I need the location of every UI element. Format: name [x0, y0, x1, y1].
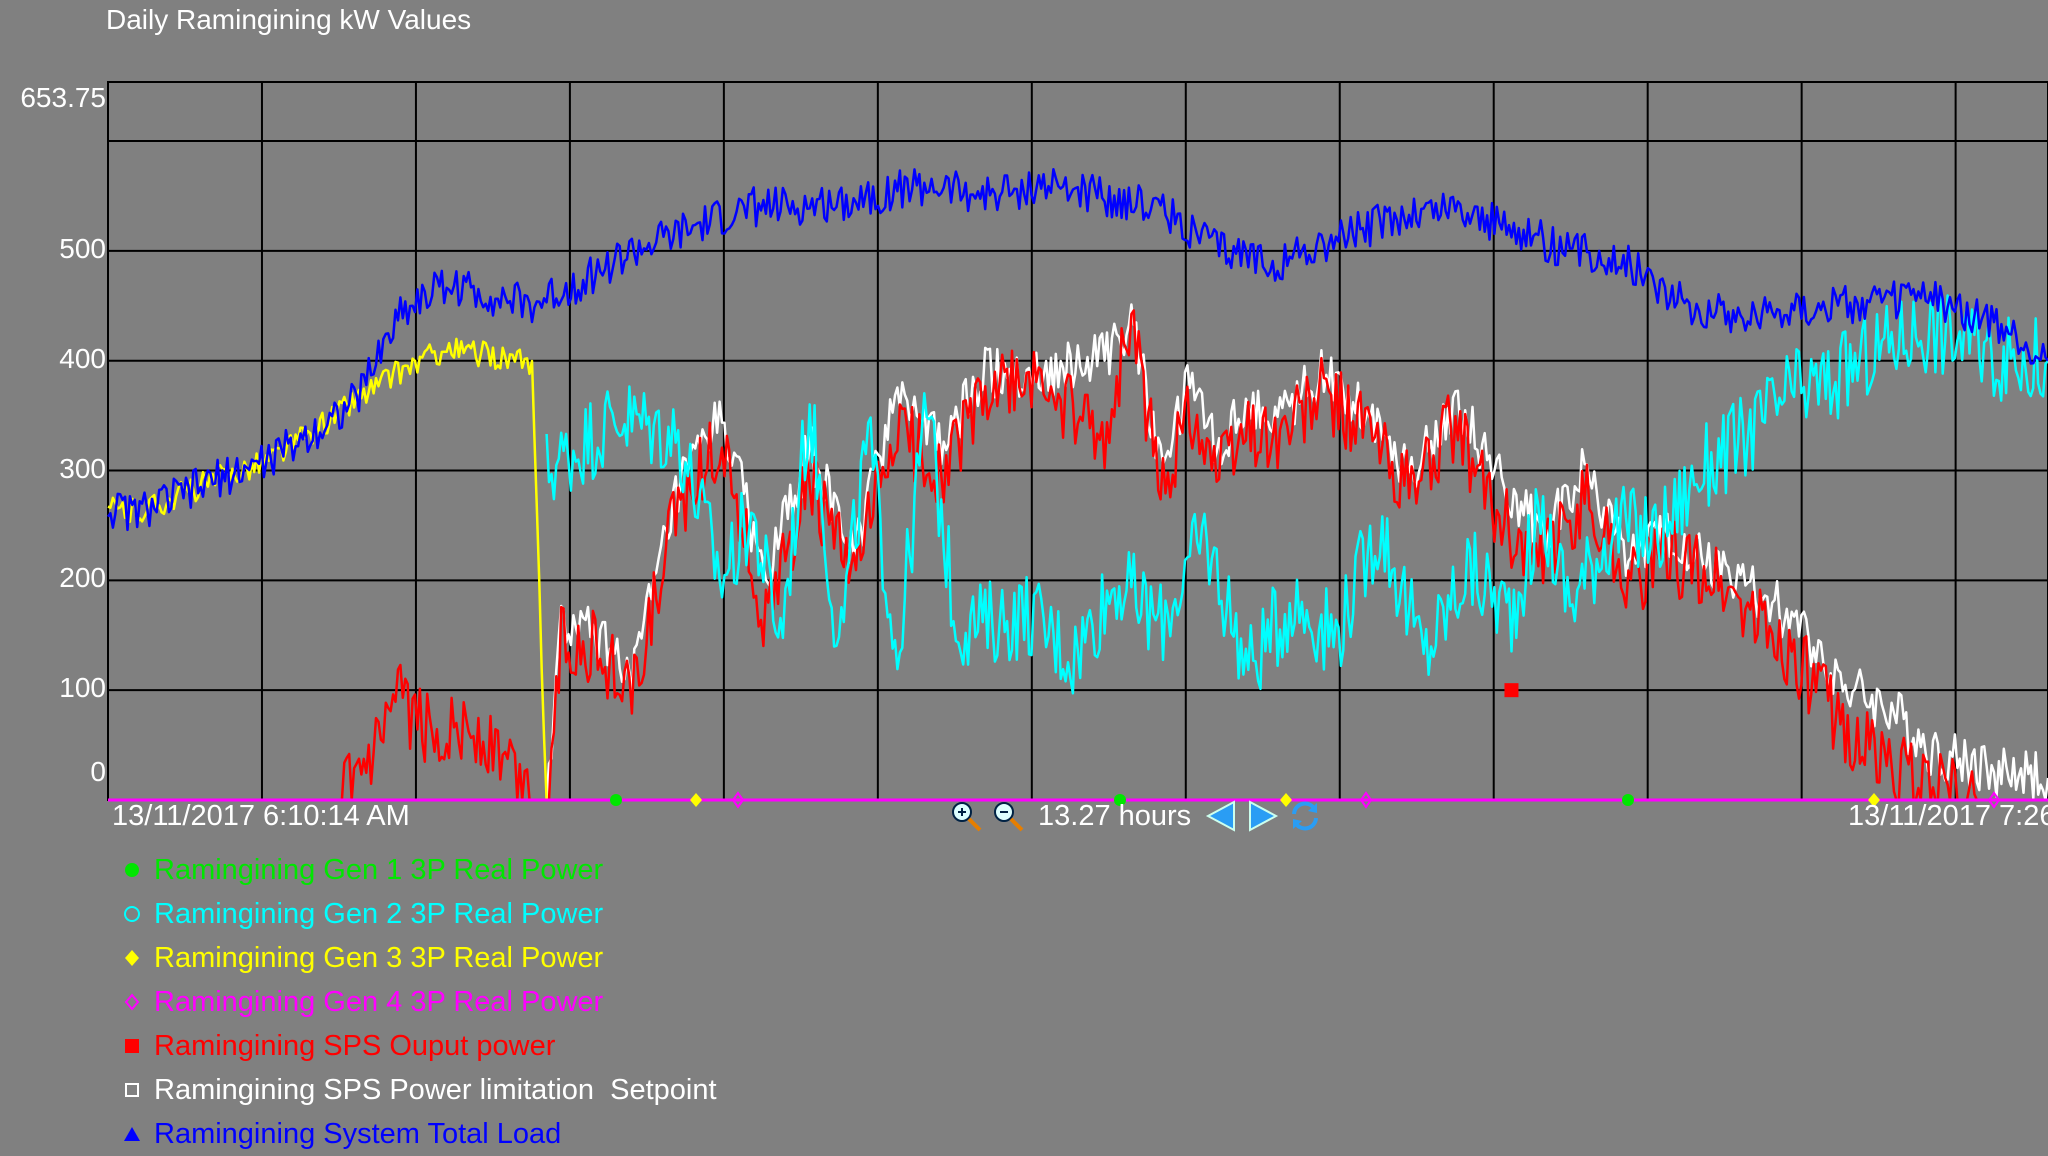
legend-label: Ramingining System Total Load	[154, 1117, 562, 1150]
x-end-label: 13/11/2017 7:26	[1848, 800, 2048, 832]
legend-item[interactable]: Ramingining SPS Power limitation Setpoin…	[118, 1068, 717, 1112]
legend-label: Ramingining SPS Power limitation Setpoin…	[154, 1073, 717, 1106]
y-tick-label: 300	[59, 452, 106, 484]
legend-item[interactable]: Ramingining Gen 3 3P Real Power	[118, 936, 717, 980]
series-layer	[106, 167, 2048, 802]
series-marker	[690, 793, 702, 807]
series-marker	[1622, 794, 1634, 806]
x-start-label: 13/11/2017 6:10:14 AM	[112, 800, 410, 832]
series-line-6	[106, 167, 2048, 532]
legend-marker-icon	[118, 988, 146, 1016]
axis-markers	[610, 683, 2001, 809]
legend: Ramingining Gen 1 3P Real Power Ramingini…	[118, 848, 717, 1156]
refresh-icon[interactable]	[1287, 798, 1323, 834]
legend-item[interactable]: Ramingining Gen 2 3P Real Power	[118, 892, 717, 936]
y-tick-label: 0	[90, 756, 106, 787]
series-marker	[1280, 793, 1292, 807]
zoom-out-icon[interactable]	[990, 798, 1026, 834]
legend-item[interactable]: Ramingining SPS Ouput power	[118, 1024, 717, 1068]
arrow-left-icon[interactable]	[1203, 798, 1239, 834]
time-span-label: 13.27 hours	[1038, 799, 1192, 832]
legend-marker-icon	[118, 1032, 146, 1060]
arrow-right-icon[interactable]	[1245, 798, 1281, 834]
legend-marker-icon	[118, 856, 146, 884]
series-line-4	[340, 309, 1980, 802]
legend-item[interactable]: Ramingining Gen 1 3P Real Power	[118, 848, 717, 892]
series-line-5	[545, 303, 2048, 802]
legend-marker-icon	[118, 1076, 146, 1104]
series-marker	[731, 791, 745, 809]
legend-item[interactable]: Ramingining System Total Load	[118, 1112, 717, 1156]
series-marker	[1987, 791, 2001, 809]
legend-label: Ramingining Gen 1 3P Real Power	[154, 853, 604, 886]
legend-label: Ramingining Gen 4 3P Real Power	[154, 985, 604, 1018]
y-tick-label: 653.75	[20, 82, 106, 113]
y-tick-label: 100	[59, 672, 106, 704]
time-navigation: 13.27 hours	[948, 796, 1323, 836]
series-marker	[1114, 794, 1126, 806]
chart-title: Daily Ramingining kW Values	[106, 4, 472, 35]
series-line-1	[545, 294, 2048, 695]
zoom-in-icon[interactable]	[948, 798, 984, 834]
y-tick-label: 400	[59, 342, 106, 374]
legend-marker-icon	[118, 900, 146, 928]
legend-label: Ramingining Gen 3 3P Real Power	[154, 941, 604, 974]
legend-marker-icon	[118, 1120, 146, 1148]
series-marker	[1504, 683, 1519, 698]
series-marker	[1359, 791, 1373, 809]
legend-label: Ramingining Gen 2 3P Real Power	[154, 897, 604, 930]
legend-label: Ramingining SPS Ouput power	[154, 1029, 556, 1062]
series-marker	[1868, 793, 1880, 807]
y-tick-label: 200	[59, 562, 106, 594]
legend-marker-icon	[118, 944, 146, 972]
y-tick-label: 500	[59, 232, 106, 264]
legend-item[interactable]: Ramingining Gen 4 3P Real Power	[118, 980, 717, 1024]
series-marker	[610, 794, 622, 806]
